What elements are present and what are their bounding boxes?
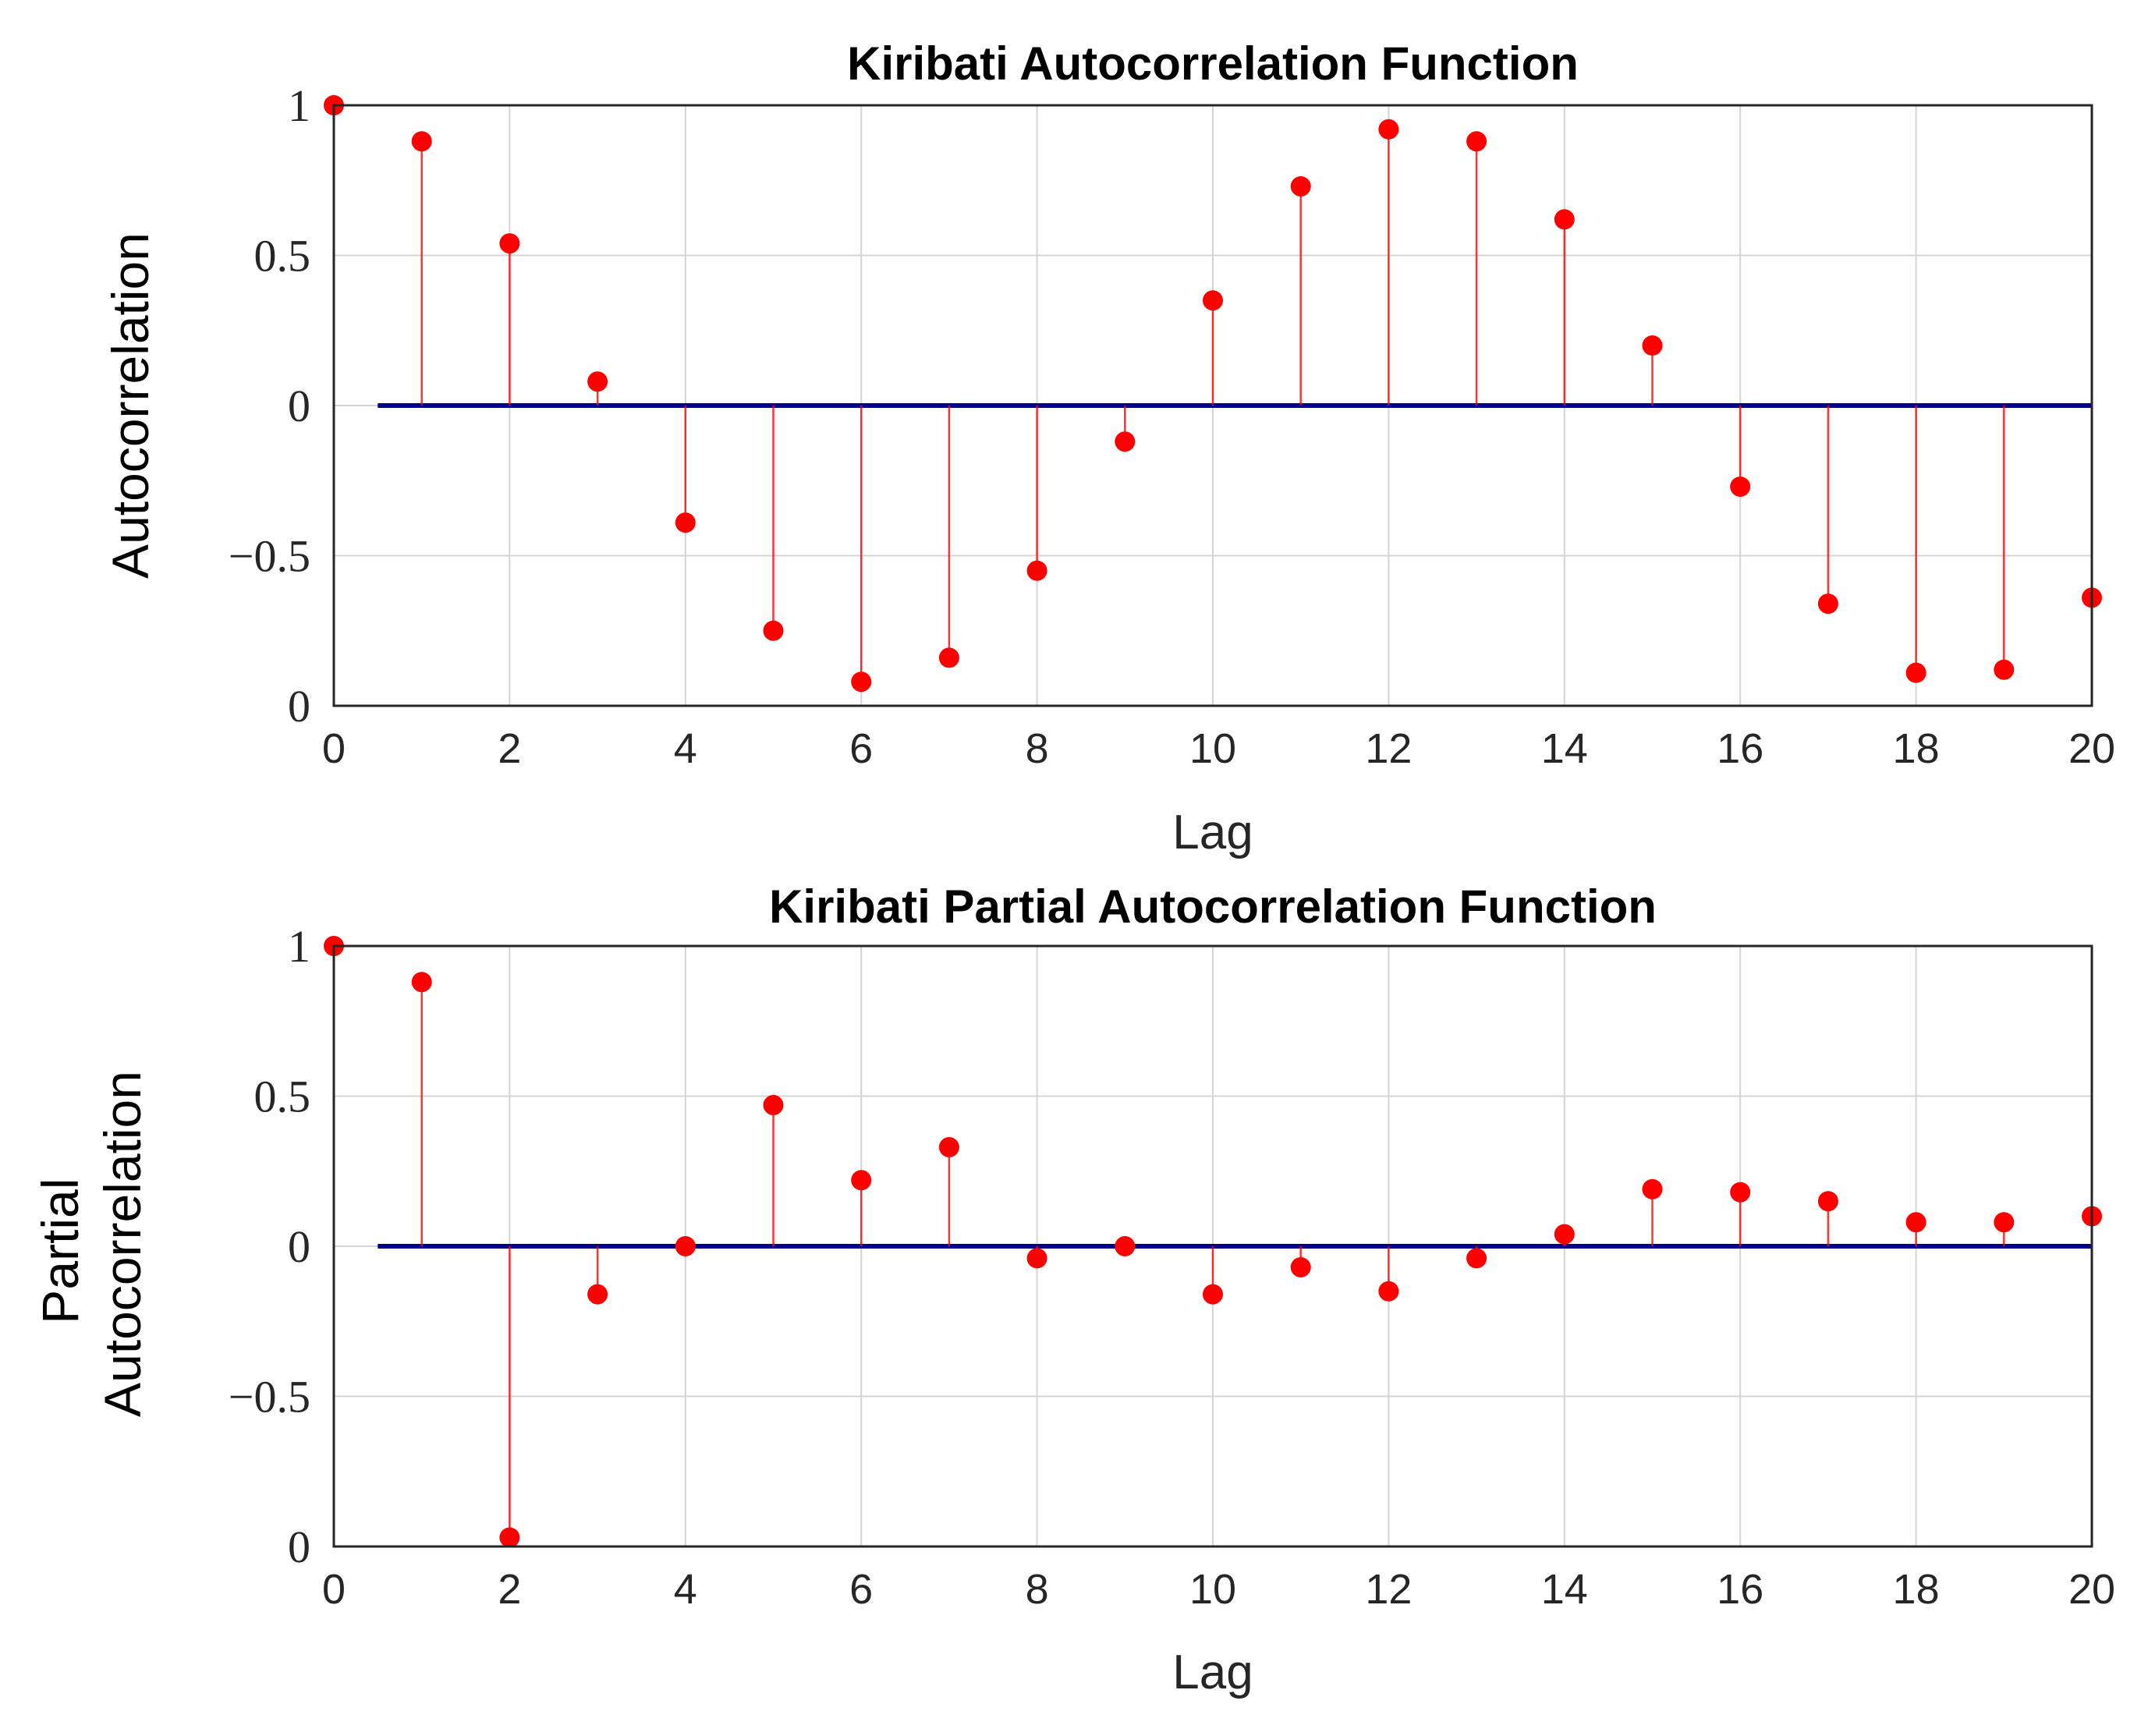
acf-point-11 — [1290, 175, 1311, 197]
acf-axes-frame — [332, 104, 2093, 707]
acf-point-12 — [1378, 119, 1399, 140]
acf-x-tick-labels: 0 2 4 6 8 10 12 14 16 18 20 — [322, 725, 2115, 772]
acf-x-tick-6: 6 — [849, 725, 873, 772]
pacf-point-3 — [587, 1284, 608, 1305]
acf-y-tick-0: 1 — [288, 80, 310, 131]
acf-y-tick-labels: 1 0.5 0 −0.5 0 — [229, 80, 310, 732]
acf-point-13 — [1466, 131, 1487, 152]
acf-y-tick-3: −0.5 — [229, 531, 310, 582]
acf-point-2 — [499, 233, 520, 254]
pacf-point-12 — [1378, 1281, 1399, 1302]
acf-point-14 — [1554, 209, 1575, 230]
acf-x-axis-label: Lag — [1172, 806, 1253, 859]
pacf-y-axis-label-line-2: Autocorrelation — [94, 1071, 151, 1417]
pacf-point-19 — [1994, 1212, 2015, 1233]
pacf-x-tick-0: 0 — [322, 1566, 346, 1613]
acf-point-6 — [851, 671, 872, 693]
pacf-title: Kiribati Partial Autocorrelation Functio… — [769, 880, 1657, 933]
acf-point-9 — [1115, 431, 1136, 452]
pacf-x-tick-12: 12 — [1365, 1566, 1412, 1613]
pacf-x-tick-10: 10 — [1189, 1566, 1236, 1613]
pacf-x-tick-2: 2 — [498, 1566, 521, 1613]
acf-point-15 — [1642, 335, 1663, 356]
pacf-y-tick-labels: 1 0.5 0 −0.5 0 — [229, 921, 310, 1572]
pacf-point-14 — [1554, 1224, 1575, 1245]
pacf-y-tick-0: 1 — [288, 921, 310, 972]
acf-point-3 — [587, 371, 608, 392]
acf-x-tick-2: 2 — [498, 725, 521, 772]
pacf-point-10 — [1203, 1284, 1223, 1305]
pacf-point-18 — [1905, 1212, 1926, 1233]
acf-point-10 — [1203, 290, 1223, 311]
acf-point-16 — [1730, 476, 1751, 497]
pacf-point-8 — [1026, 1248, 1047, 1269]
acf-y-axis-label: Autocorrelation — [101, 232, 159, 579]
pacf-x-tick-4: 4 — [674, 1566, 697, 1613]
acf-point-7 — [938, 647, 959, 668]
acf-panel: 0 2 4 6 8 10 12 14 16 18 20 1 0.5 0 −0.5 0 Kiribati Au… — [101, 37, 2115, 859]
pacf-x-tick-20: 20 — [2068, 1566, 2115, 1613]
pacf-x-tick-14: 14 — [1541, 1566, 1588, 1613]
acf-point-17 — [1817, 593, 1838, 615]
acf-point-19 — [1994, 659, 2015, 680]
pacf-y-axis-label: Partial Autocorrelation — [31, 1071, 151, 1417]
acf-y-tick-4: 0 — [288, 681, 310, 732]
pacf-point-17 — [1817, 1191, 1838, 1212]
acf-x-tick-0: 0 — [322, 725, 346, 772]
acf-y-tick-2: 0 — [288, 381, 310, 431]
pacf-y-tick-4: 0 — [288, 1522, 310, 1572]
pacf-point-4 — [675, 1236, 696, 1256]
acf-x-tick-8: 8 — [1026, 725, 1049, 772]
pacf-x-tick-18: 18 — [1893, 1566, 1940, 1613]
pacf-point-13 — [1466, 1248, 1487, 1269]
pacf-x-tick-6: 6 — [849, 1566, 873, 1613]
acf-x-tick-12: 12 — [1365, 725, 1412, 772]
acf-x-tick-10: 10 — [1189, 725, 1236, 772]
acf-y-tick-1: 0.5 — [254, 231, 311, 282]
acf-x-tick-14: 14 — [1541, 725, 1588, 772]
pacf-x-axis-label: Lag — [1172, 1646, 1253, 1699]
acf-point-18 — [1905, 662, 1926, 683]
pacf-point-2 — [499, 1527, 520, 1548]
pacf-point-1 — [411, 972, 432, 993]
acf-x-tick-16: 16 — [1717, 725, 1763, 772]
acf-title: Kiribati Autocorrelation Function — [847, 37, 1579, 90]
pacf-point-16 — [1730, 1182, 1751, 1203]
pacf-y-tick-1: 0.5 — [254, 1072, 311, 1122]
pacf-point-7 — [938, 1136, 959, 1157]
acf-x-tick-4: 4 — [674, 725, 697, 772]
pacf-point-9 — [1115, 1236, 1136, 1256]
pacf-y-tick-3: −0.5 — [229, 1372, 310, 1422]
pacf-x-tick-labels: 0 2 4 6 8 10 12 14 16 18 20 — [322, 1566, 2115, 1613]
pacf-y-tick-2: 0 — [288, 1221, 310, 1272]
pacf-y-axis-label-line-1: Partial — [31, 1178, 89, 1324]
pacf-point-5 — [763, 1095, 784, 1116]
acf-x-tick-18: 18 — [1893, 725, 1940, 772]
acf-point-5 — [763, 620, 784, 641]
pacf-point-6 — [851, 1170, 872, 1191]
acf-point-8 — [1026, 560, 1047, 581]
acf-x-tick-20: 20 — [2068, 725, 2115, 772]
pacf-axes-frame — [332, 944, 2093, 1548]
pacf-panel: 0 2 4 6 8 10 12 14 16 18 20 1 0.5 0 −0.5 0 Kiribati Pa… — [31, 880, 2115, 1699]
pacf-x-tick-8: 8 — [1026, 1566, 1049, 1613]
pacf-point-15 — [1642, 1178, 1663, 1199]
acf-point-1 — [411, 131, 432, 152]
acf-point-4 — [675, 512, 696, 533]
pacf-x-tick-16: 16 — [1717, 1566, 1763, 1613]
pacf-point-11 — [1290, 1256, 1311, 1277]
